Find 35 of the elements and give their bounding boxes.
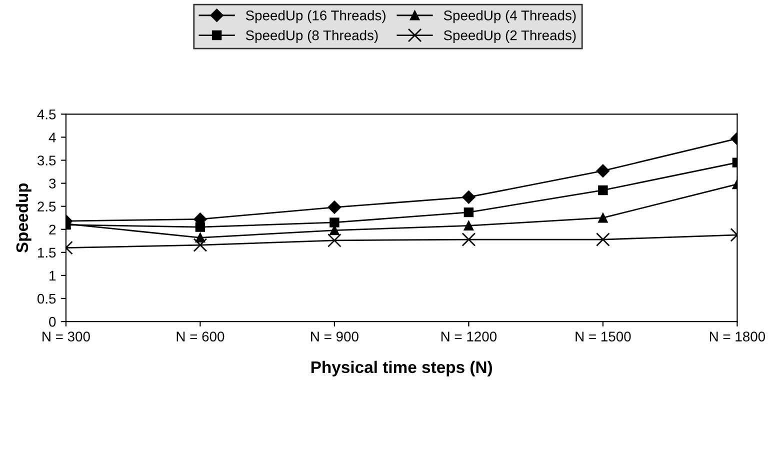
legend-label: SpeedUp (8 Threads) — [246, 30, 378, 44]
point — [195, 222, 206, 232]
y-tick-label: 3.5 — [37, 156, 56, 166]
y-tick-label: 4 — [48, 132, 56, 142]
point — [598, 185, 608, 196]
y-tick-label: 0 — [49, 316, 56, 327]
legend-label: SpeedUp (4 Threads) — [444, 10, 576, 24]
point — [193, 238, 208, 252]
y-axis-title: Speedup — [16, 183, 32, 253]
point — [464, 207, 474, 218]
x-tick-label: N = 1500 — [576, 332, 631, 342]
y-tick-label: 2 — [49, 224, 56, 234]
x-tick-label: N = 1200 — [441, 332, 497, 342]
y-tick-label: 1 — [50, 270, 56, 280]
point — [596, 164, 610, 178]
legend-label: SpeedUp (2 Threads) — [444, 30, 576, 44]
y-tick-label: 1.5 — [38, 248, 56, 258]
point — [462, 190, 476, 204]
x-tick-label: N = 600 — [176, 332, 224, 342]
y-tick-label: 0.5 — [37, 294, 56, 304]
legend-label: SpeedUp (16 Threads) — [246, 10, 386, 24]
point — [328, 233, 342, 248]
x-axis-title: Physical time steps (N) — [311, 360, 492, 376]
point — [464, 220, 474, 231]
y-tick-label: 4.5 — [37, 110, 56, 120]
point — [462, 232, 476, 246]
y-tick-label: 2.5 — [38, 202, 56, 212]
point — [328, 200, 342, 214]
y-tick-label: 3 — [49, 178, 56, 188]
x-tick-label: N = 900 — [311, 332, 358, 342]
point — [330, 218, 340, 228]
point — [598, 212, 608, 223]
x-tick-label: N = 300 — [42, 332, 90, 342]
point — [596, 232, 610, 246]
x-tick-label: N = 1800 — [710, 332, 766, 342]
